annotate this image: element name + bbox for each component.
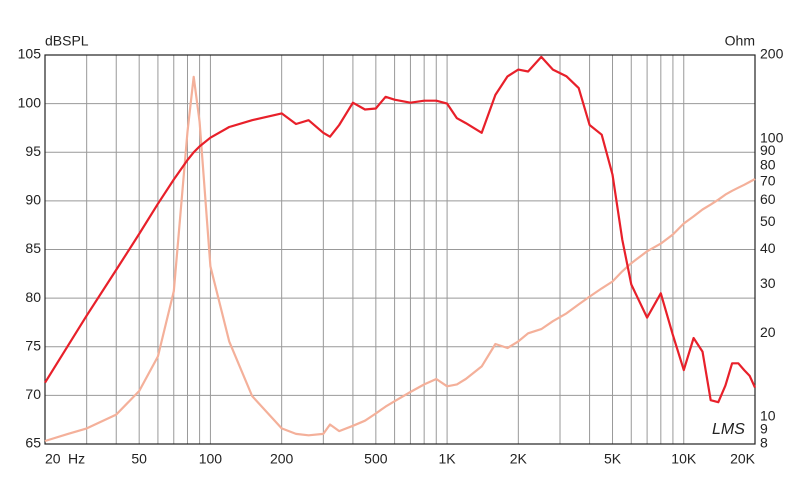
y-tick-label: 85 [25,240,41,256]
x-tick-label: 100 [199,451,223,467]
y2-tick-label: 80 [760,156,776,172]
x-tick-label: 500 [364,451,388,467]
y2-axis-label: Ohm [725,33,755,49]
x-tick-label: 50 [131,451,147,467]
y2-tick-label: 90 [760,142,776,158]
y2-tick-label: 20 [760,324,776,340]
x-tick-label: 20K [730,451,756,467]
y-tick-label: 70 [25,386,41,402]
y2-tick-label: 40 [760,240,776,256]
y-tick-label: 90 [25,192,41,208]
y2-tick-label: 60 [760,191,776,207]
x-tick-label: 1K [439,451,457,467]
y-tick-label: 105 [18,46,42,62]
y-tick-label: 100 [18,94,42,110]
y-tick-label: 95 [25,143,41,159]
x-tick-label: 20 [45,451,61,467]
y2-tick-label: 9 [760,420,768,436]
y-axis-label: dBSPL [45,33,89,49]
x-tick-label: 2K [510,451,528,467]
plot-frame [44,54,756,445]
y2-tick-label: 100 [760,129,784,145]
series-line [44,75,756,443]
x-unit: Hz [68,451,85,467]
y2-tick-label: 50 [760,213,776,229]
x-tick-label: 5K [604,451,622,467]
series-line [44,55,757,404]
y2-tick-label: 200 [760,46,784,62]
watermark: LMS [712,421,745,438]
y2-tick-label: 8 [760,435,768,451]
y-tick-label: 75 [25,337,41,353]
y2-tick-label: 10 [760,408,776,424]
y2-tick-label: 30 [760,275,776,291]
x-tick-label: 10K [671,451,697,467]
y-tick-label: 65 [25,435,41,451]
y2-tick-label: 70 [760,173,776,189]
x-tick-label: 200 [270,451,294,467]
y-tick-label: 80 [25,289,41,305]
